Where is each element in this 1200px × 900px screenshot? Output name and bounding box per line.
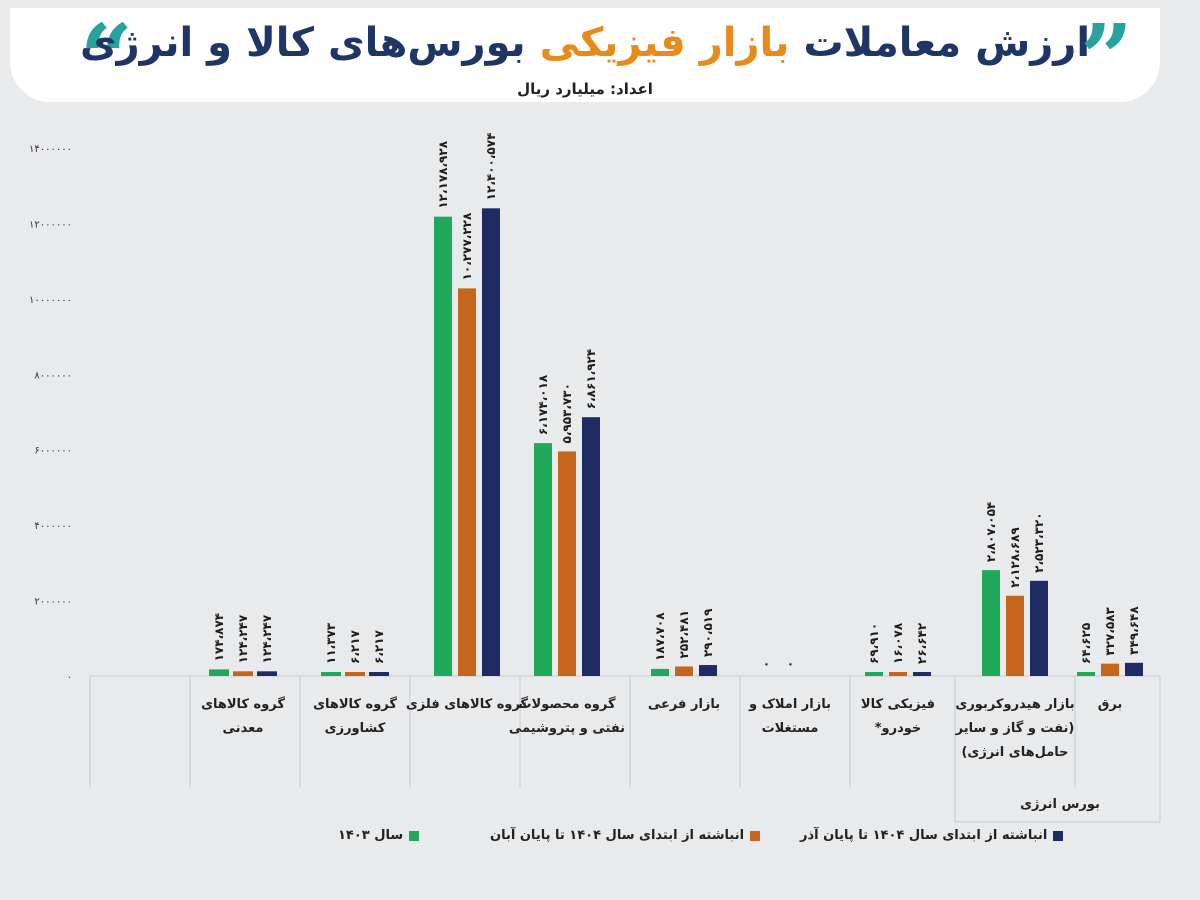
chart-title: ارزش معاملات بازار فیزیکی بورس‌های کالا … [10,20,1160,66]
data-label: ۶،۸۶۱،۹۲۴ [584,349,598,409]
data-label: ۲۶،۶۴۲ [915,622,929,664]
y-tick-label: ۶۰۰۰۰۰۰ [34,446,72,457]
bar [1030,580,1048,676]
bar [534,443,552,676]
data-label: ۱۰،۲۷۷،۲۲۸ [460,212,474,280]
bar [582,417,600,676]
category-label: (نفت و گاز و سایر [955,720,1075,736]
unit-label: اعداد: میلیارد ریال [517,80,653,98]
data-label: ۳۴۹،۶۴۸ [1127,606,1141,655]
data-label: ۲،۱۲۸،۶۸۹ [1008,527,1022,588]
header-panel: “ ارزش معاملات بازار فیزیکی بورس‌های کال… [10,4,1160,112]
legend-swatch-aban [750,830,761,841]
category-label: مستغلات [762,721,819,736]
legend-item-azar: انباشته از ابتدای سال ۱۴۰۴ تا پایان آذر [800,828,1064,843]
data-label: ۶،۱۷۴،۰۱۸ [536,374,550,435]
category-label: بازار هیدروکربوری [955,697,1074,712]
y-tick-label: ۰ [67,672,72,683]
bar [913,672,931,676]
bar [458,288,476,676]
category-label: کشاورزی [325,721,386,736]
bar [434,216,452,677]
category-label: بازار فرعی [648,697,720,712]
bar [369,672,389,676]
legend-item-aban: انباشته از ابتدای سال ۱۴۰۴ تا پایان آبان [490,828,761,843]
data-label: ۱۶،۰۷۸ [891,622,905,664]
category-label: فیزیکی کالا [861,697,935,712]
category-label: گروه کالاهای [313,696,397,712]
data-label: ۲،۸۰۷،۰۵۴ [984,502,998,562]
y-axis: ۰ ۲۰۰۰۰۰۰ ۴۰۰۰۰۰۰ ۶۰۰۰۰۰۰ ۸۰۰۰۰۰۰ ۱۰۰۰۰۰۰۰ ۱۲۰… [29,144,72,683]
y-tick-label: ۸۰۰۰۰۰۰ [34,370,72,381]
data-label: ۱۸۷،۷۰۸ [653,612,667,661]
bar [699,665,717,676]
bar [321,672,341,676]
data-label: ۱۲۴،۲۴۷ [236,614,250,663]
bar [1125,662,1143,676]
title-highlight: بازار فیزیکی [539,20,790,66]
bar [482,208,500,676]
data-label: ۶۹،۹۱۰ [867,623,881,664]
category-labels: گروه کالاهای معدنی گروه کالاهای کشاورزی گروه… [201,696,1122,812]
y-tick-label: ۱۰۰۰۰۰۰۰ [29,295,72,306]
data-label: ۲۹۰،۵۱۹ [701,608,715,657]
bar [345,672,365,676]
data-label: ۰ [783,661,797,668]
data-label: ۲۵۲،۴۸۱ [677,610,691,659]
y-tick-label: ۲۰۰۰۰۰۰ [34,597,72,608]
data-label: ۱۷۴،۸۷۴ [212,613,226,662]
y-tick-label: ۱۲۰۰۰۰۰۰ [29,219,72,230]
legend-label-1403: سال ۱۴۰۳ [338,828,404,843]
category-label: حامل‌های انرژی) [961,745,1068,760]
bar [651,668,669,676]
legend-item-1403: سال ۱۴۰۳ [338,828,420,843]
data-label: ۰ [759,661,773,668]
axis-frame [89,675,1161,823]
data-label: ۵،۹۵۳،۷۳۰ [560,383,574,443]
bar [982,570,1000,676]
data-label: ۱۲۴،۲۴۷ [260,614,274,663]
bar [675,666,693,676]
bar [1006,595,1024,676]
category-label: برق [1098,697,1123,712]
category-label: نفتی و پتروشیمی [509,721,625,736]
value-labels: ۱۷۴،۸۷۴ ۱۱،۳۷۳ ۱۲،۱۷۸،۹۲۸ ۶،۱۷۴،۰۱۸ ۱۸۷،۷۰۸ ۰… [212,133,1141,668]
data-label: ۱۱،۳۷۳ [324,622,338,664]
category-label: بازار املاک و [748,697,831,712]
legend-swatch-1403 [409,830,420,841]
data-label: ۶،۲۱۷ [348,629,362,664]
bar [209,669,229,676]
data-label: ۳۲۷،۵۸۳ [1103,606,1117,655]
legend-swatch-azar [1053,830,1064,841]
bar [1077,672,1095,676]
bar [889,672,907,676]
bar [865,672,883,676]
bar [1101,663,1119,676]
legend-label-azar: انباشته از ابتدای سال ۱۴۰۴ تا پایان آذر [800,828,1048,843]
title-part1: ارزش معاملات [803,20,1091,66]
category-label: گروه محصولات [518,696,615,712]
bar [257,671,277,676]
data-label: ۶۴،۶۲۵ [1079,623,1093,664]
category-label: معدنی [223,721,264,736]
category-label: خودرو* [875,721,922,736]
data-label: ۱۲،۴۰۰،۵۷۴ [484,133,498,201]
bar [233,671,253,676]
bar [558,451,576,676]
y-tick-label: ۴۰۰۰۰۰۰ [34,521,72,532]
y-tick-label: ۱۴۰۰۰۰۰۰ [29,144,72,155]
category-label: گروه کالاهای [201,696,285,712]
data-label: ۶،۲۱۷ [372,629,386,664]
open-quote-icon: “ [80,4,133,112]
close-quote-icon: ” [1080,4,1133,112]
title-part2: بورس‌های کالا و انرژی [79,20,526,66]
data-label: ۲،۵۲۳،۳۲۰ [1032,512,1046,572]
group-label: بورس انرژی [1020,797,1100,812]
legend-label-aban: انباشته از ابتدای سال ۱۴۰۴ تا پایان آبان [490,828,745,843]
category-label: گروه کالاهای فلزی [406,696,529,712]
bars [209,208,1143,677]
data-label: ۱۲،۱۷۸،۹۲۸ [436,140,450,208]
